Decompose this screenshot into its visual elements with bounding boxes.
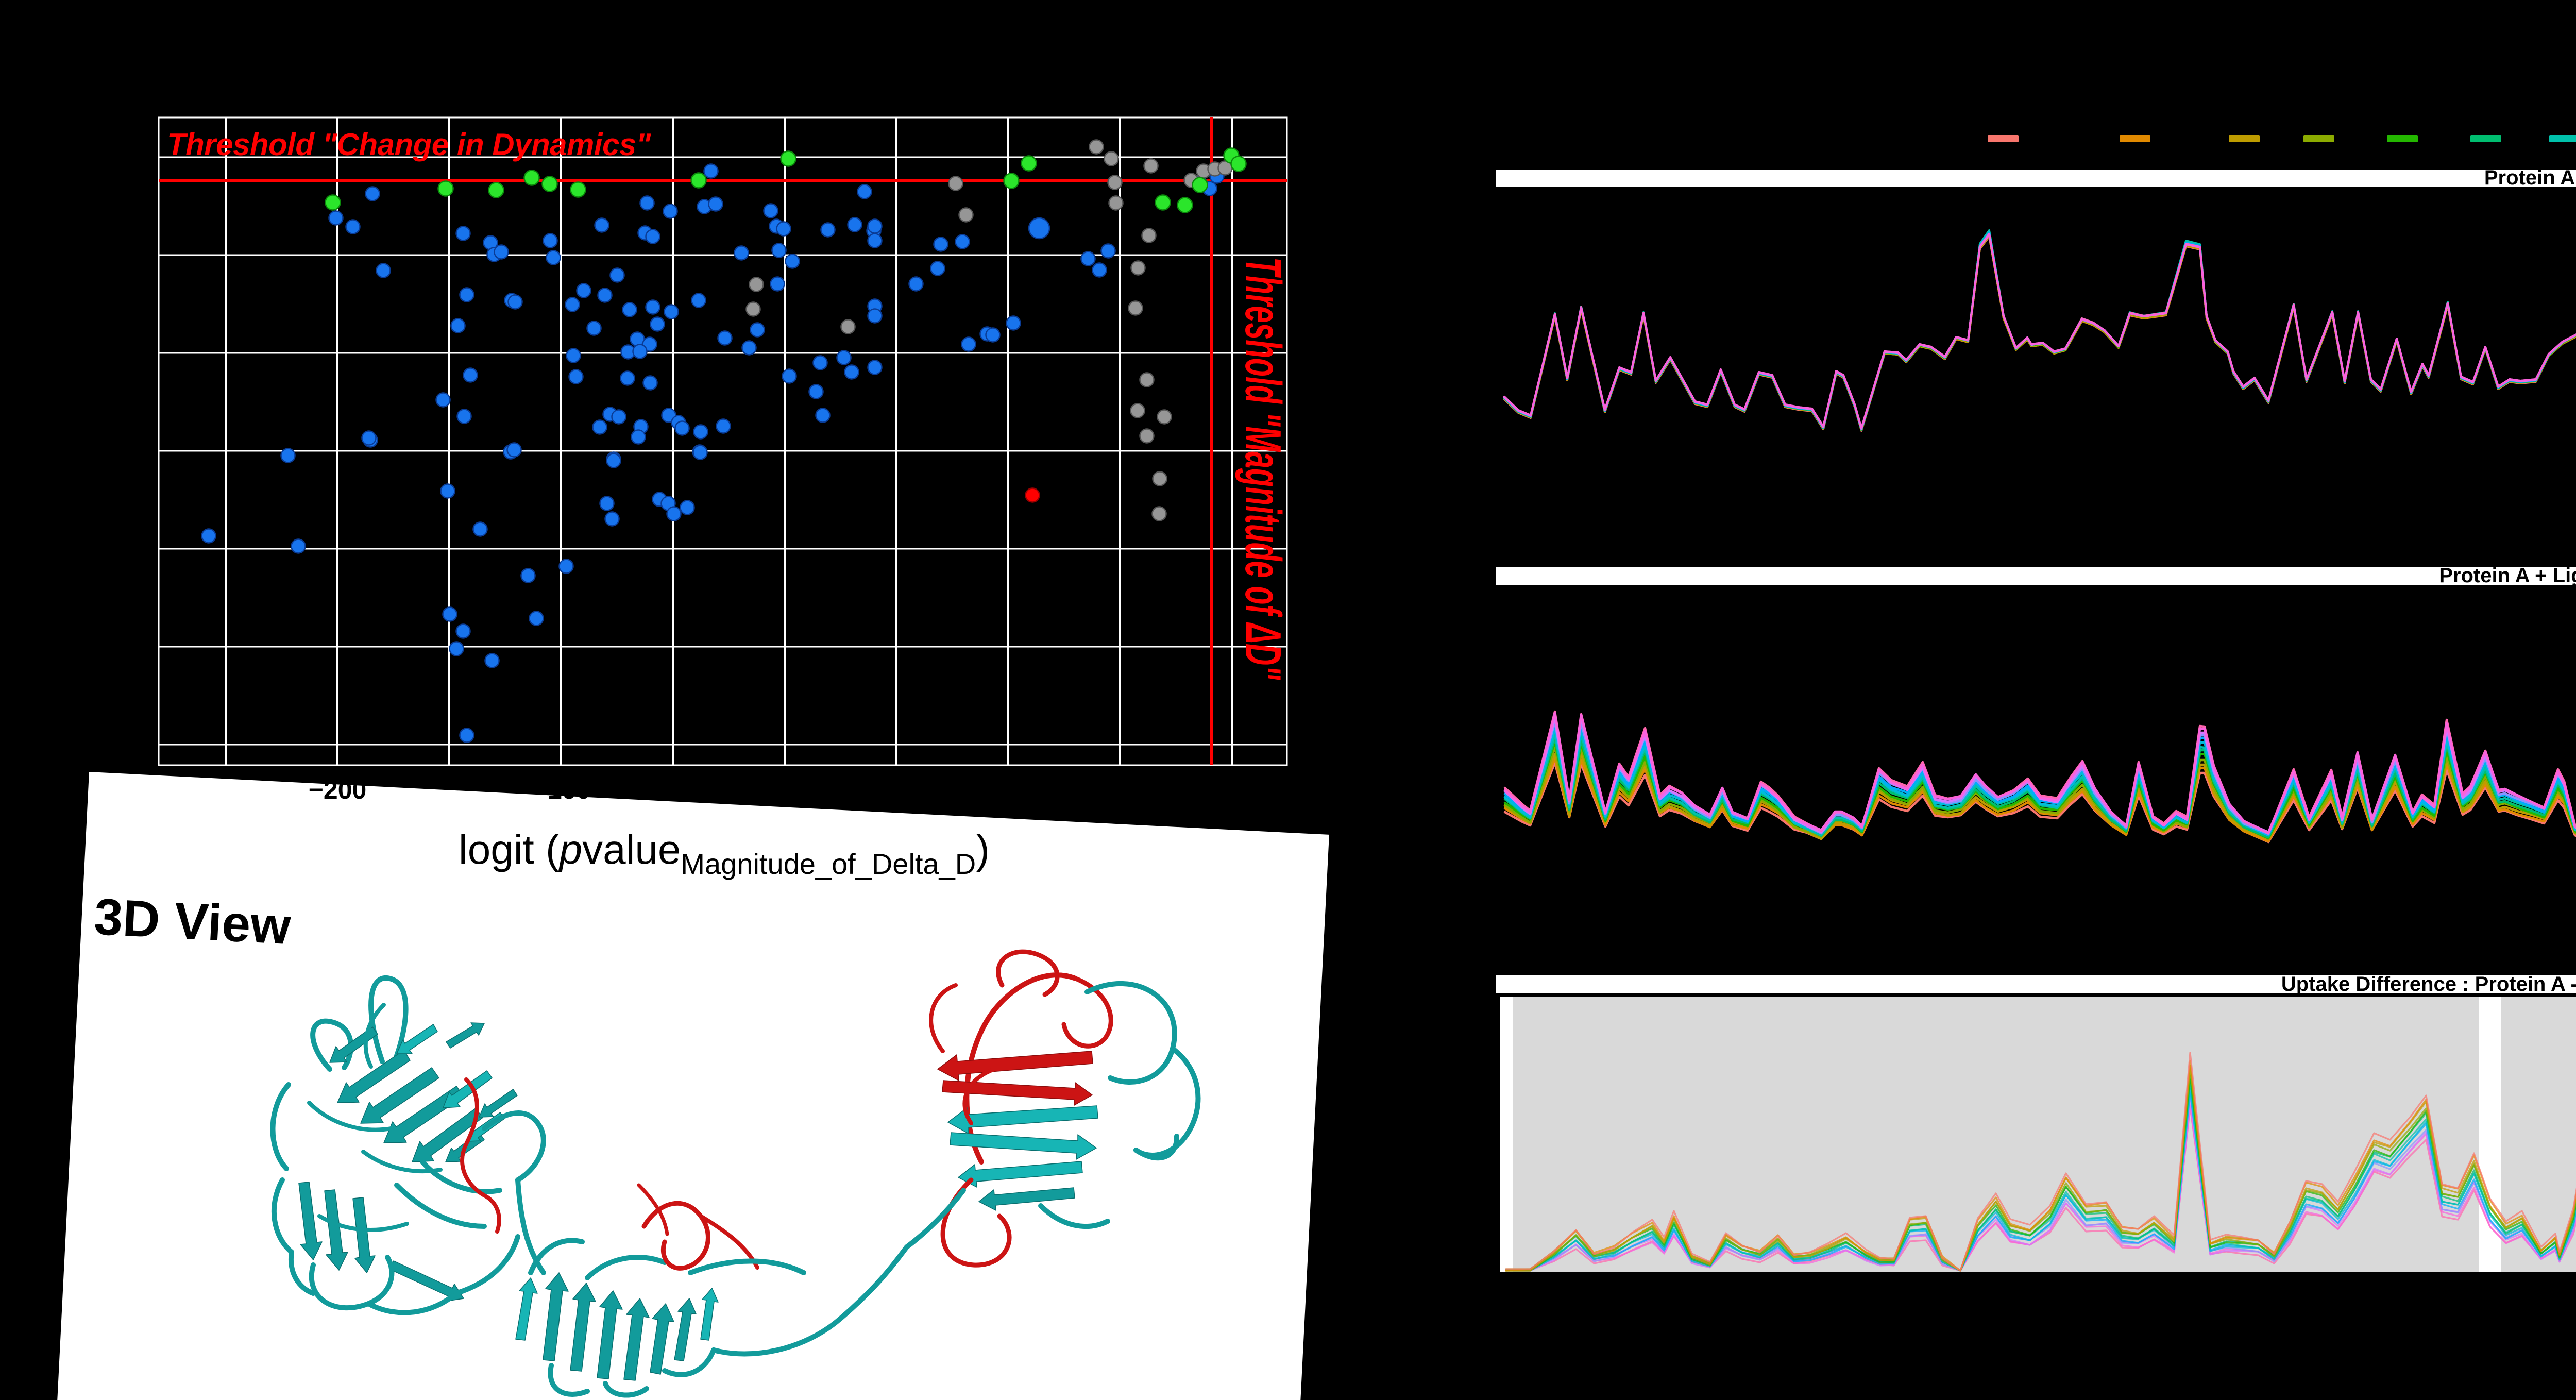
- svg-text:Threshold "Magnitude of ΔD": Threshold "Magnitude of ΔD": [1234, 257, 1291, 680]
- svg-text:Uptake Difference : Protein A: Uptake Difference : Protein A - (Protein…: [2281, 973, 2576, 996]
- svg-text:Protein A: Protein A: [2484, 166, 2575, 189]
- svg-text:Protein A + Ligand: Protein A + Ligand: [2439, 564, 2576, 587]
- svg-text:Threshold "Change in Dynamics": Threshold "Change in Dynamics": [167, 127, 652, 162]
- svg-text:−100: −100: [533, 775, 591, 804]
- svg-text:3D View: 3D View: [93, 888, 292, 955]
- svg-text:−200: −200: [309, 775, 367, 804]
